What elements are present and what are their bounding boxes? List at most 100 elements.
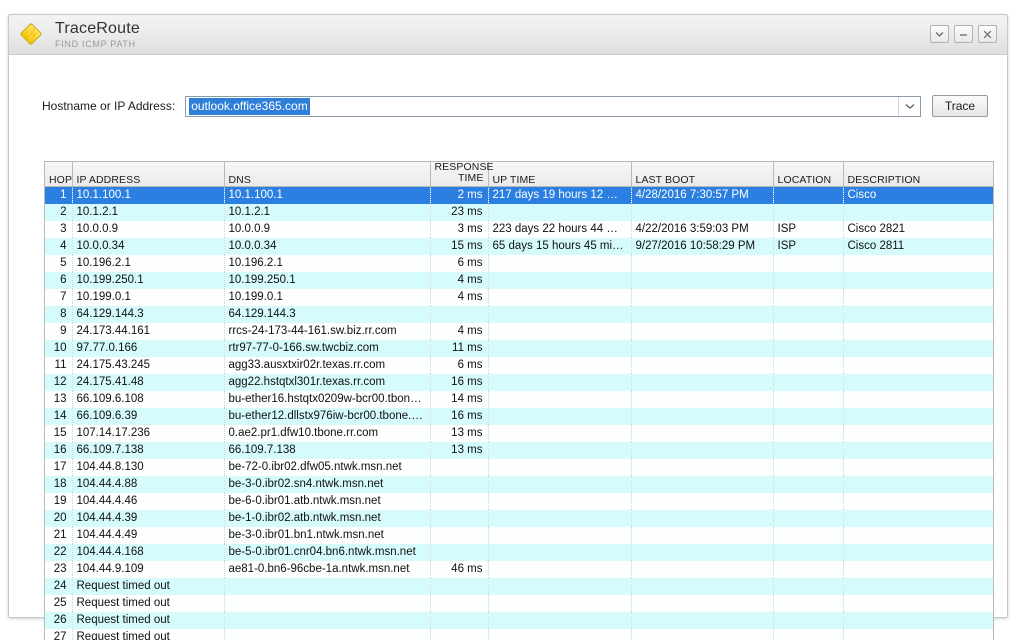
cell-location: ISP <box>773 221 844 238</box>
cell-description: Cisco 2821 <box>843 221 993 238</box>
cell-uptime <box>488 306 632 323</box>
cell-rt: 13 ms <box>430 442 489 459</box>
cell-uptime <box>488 442 632 459</box>
close-icon[interactable] <box>978 25 997 43</box>
table-row[interactable]: 13 66.109.6.108 bu-ether16.hstqtx0209w-bcr… <box>45 391 993 408</box>
cell-rt: 23 ms <box>430 204 489 221</box>
table-row[interactable]: 24 Request timed out <box>45 578 993 595</box>
cell-ip: 104.44.9.109 <box>72 561 225 578</box>
cell-hop: 20 <box>45 510 73 527</box>
table-row[interactable]: 4 10.0.0.34 10.0.0.34 15 ms 65 days 15 hours… <box>45 238 993 255</box>
cell-location <box>773 459 844 476</box>
cell-dns <box>224 595 431 612</box>
cell-location <box>773 578 844 595</box>
table-row[interactable]: 27 Request timed out <box>45 629 993 640</box>
table-row[interactable]: 23 104.44.9.109 ae81-0.bn6-96cbe-1a.ntwk.m… <box>45 561 993 578</box>
column-header-up-time[interactable]: UP TIME <box>488 162 632 187</box>
cell-lastboot <box>631 476 774 493</box>
cell-lastboot <box>631 255 774 272</box>
table-row[interactable]: 15 107.14.17.236 0.ae2.pr1.dfw10.tbone.rr.… <box>45 425 993 442</box>
table-row[interactable]: 25 Request timed out <box>45 595 993 612</box>
cell-lastboot <box>631 510 774 527</box>
hostname-input-value[interactable]: outlook.office365.com <box>189 97 310 115</box>
chevron-down-icon[interactable] <box>930 25 949 43</box>
cell-uptime <box>488 391 632 408</box>
cell-dns: 0.ae2.pr1.dfw10.tbone.rr.com <box>224 425 431 442</box>
cell-rt <box>430 629 489 640</box>
cell-uptime <box>488 629 632 640</box>
table-row[interactable]: 2 10.1.2.1 10.1.2.1 23 ms <box>45 204 993 221</box>
table-row[interactable]: 5 10.196.2.1 10.196.2.1 6 ms <box>45 255 993 272</box>
cell-dns: 10.199.0.1 <box>224 289 431 306</box>
traceroute-results-grid[interactable]: HOP IP ADDRESS DNS RESPONSE TIME UP TIME… <box>44 161 994 640</box>
cell-description <box>843 306 993 323</box>
column-header-dns[interactable]: DNS <box>224 162 431 187</box>
cell-description <box>843 357 993 374</box>
cell-lastboot <box>631 323 774 340</box>
cell-uptime <box>488 323 632 340</box>
table-row[interactable]: 14 66.109.6.39 bu-ether12.dllstx976iw-bcr0… <box>45 408 993 425</box>
table-row[interactable]: 11 24.175.43.245 agg33.ausxtxir02r.texas.r… <box>45 357 993 374</box>
cell-hop: 23 <box>45 561 73 578</box>
table-row[interactable]: 26 Request timed out <box>45 612 993 629</box>
cell-location <box>773 272 844 289</box>
column-header-location[interactable]: LOCATION <box>773 162 844 187</box>
cell-ip: 10.1.2.1 <box>72 204 225 221</box>
cell-location <box>773 374 844 391</box>
cell-rt: 6 ms <box>430 255 489 272</box>
cell-lastboot <box>631 425 774 442</box>
column-header-last-boot[interactable]: LAST BOOT <box>631 162 774 187</box>
cell-location <box>773 391 844 408</box>
cell-hop: 11 <box>45 357 73 374</box>
column-header-hop[interactable]: HOP <box>45 162 73 187</box>
table-row[interactable]: 20 104.44.4.39 be-1-0.ibr02.atb.ntwk.msn.n… <box>45 510 993 527</box>
page-title: TraceRoute <box>55 19 140 37</box>
cell-uptime <box>488 425 632 442</box>
table-row[interactable]: 6 10.199.250.1 10.199.250.1 4 ms <box>45 272 993 289</box>
table-row[interactable]: 12 24.175.41.48 agg22.hstqtxl301r.texas.rr… <box>45 374 993 391</box>
cell-location <box>773 612 844 629</box>
cell-location: ISP <box>773 238 844 255</box>
table-row[interactable]: 21 104.44.4.49 be-3-0.ibr01.bn1.ntwk.msn.n… <box>45 527 993 544</box>
cell-rt: 3 ms <box>430 221 489 238</box>
cell-ip: 10.0.0.34 <box>72 238 225 255</box>
table-row[interactable]: 10 97.77.0.166 rtr97-77-0-166.sw.twcbiz.co… <box>45 340 993 357</box>
cell-location <box>773 425 844 442</box>
table-row[interactable]: 17 104.44.8.130 be-72-0.ibr02.dfw05.ntwk.m… <box>45 459 993 476</box>
cell-ip: 104.44.8.130 <box>72 459 225 476</box>
column-header-description[interactable]: DESCRIPTION <box>843 162 993 187</box>
cell-description <box>843 612 993 629</box>
cell-lastboot <box>631 595 774 612</box>
chevron-down-icon[interactable] <box>898 96 920 116</box>
cell-description <box>843 629 993 640</box>
cell-location <box>773 510 844 527</box>
table-row[interactable]: 1 10.1.100.1 10.1.100.1 2 ms 217 days 19 hou… <box>45 186 993 204</box>
cell-location <box>773 289 844 306</box>
cell-hop: 10 <box>45 340 73 357</box>
cell-uptime <box>488 544 632 561</box>
table-row[interactable]: 19 104.44.4.46 be-6-0.ibr01.atb.ntwk.msn.n… <box>45 493 993 510</box>
cell-rt: 14 ms <box>430 391 489 408</box>
table-row[interactable]: 18 104.44.4.88 be-3-0.ibr02.sn4.ntwk.msn.n… <box>45 476 993 493</box>
table-row[interactable]: 3 10.0.0.9 10.0.0.9 3 ms 223 days 22 hours 4… <box>45 221 993 238</box>
column-header-ip-address[interactable]: IP ADDRESS <box>72 162 225 187</box>
cell-hop: 8 <box>45 306 73 323</box>
cell-hop: 4 <box>45 238 73 255</box>
cell-dns: agg22.hstqtxl301r.texas.rr.com <box>224 374 431 391</box>
table-row[interactable]: 16 66.109.7.138 66.109.7.138 13 ms <box>45 442 993 459</box>
cell-uptime <box>488 272 632 289</box>
cell-rt: 15 ms <box>430 238 489 255</box>
minimize-icon[interactable] <box>954 25 973 43</box>
table-row[interactable]: 9 24.173.44.161 rrcs-24-173-44-161.sw.biz.… <box>45 323 993 340</box>
hostname-combobox[interactable]: outlook.office365.com <box>185 95 921 117</box>
table-row[interactable]: 8 64.129.144.3 64.129.144.3 <box>45 306 993 323</box>
cell-rt: 16 ms <box>430 408 489 425</box>
cell-dns: be-72-0.ibr02.dfw05.ntwk.msn.net <box>224 459 431 476</box>
cell-lastboot <box>631 578 774 595</box>
cell-hop: 24 <box>45 578 73 595</box>
trace-button[interactable]: Trace <box>932 95 988 117</box>
column-header-response-time[interactable]: RESPONSE TIME <box>430 162 494 187</box>
table-row[interactable]: 22 104.44.4.168 be-5-0.ibr01.cnr04.bn6.ntw… <box>45 544 993 561</box>
cell-lastboot: 4/22/2016 3:59:03 PM <box>631 221 774 238</box>
table-row[interactable]: 7 10.199.0.1 10.199.0.1 4 ms <box>45 289 993 306</box>
